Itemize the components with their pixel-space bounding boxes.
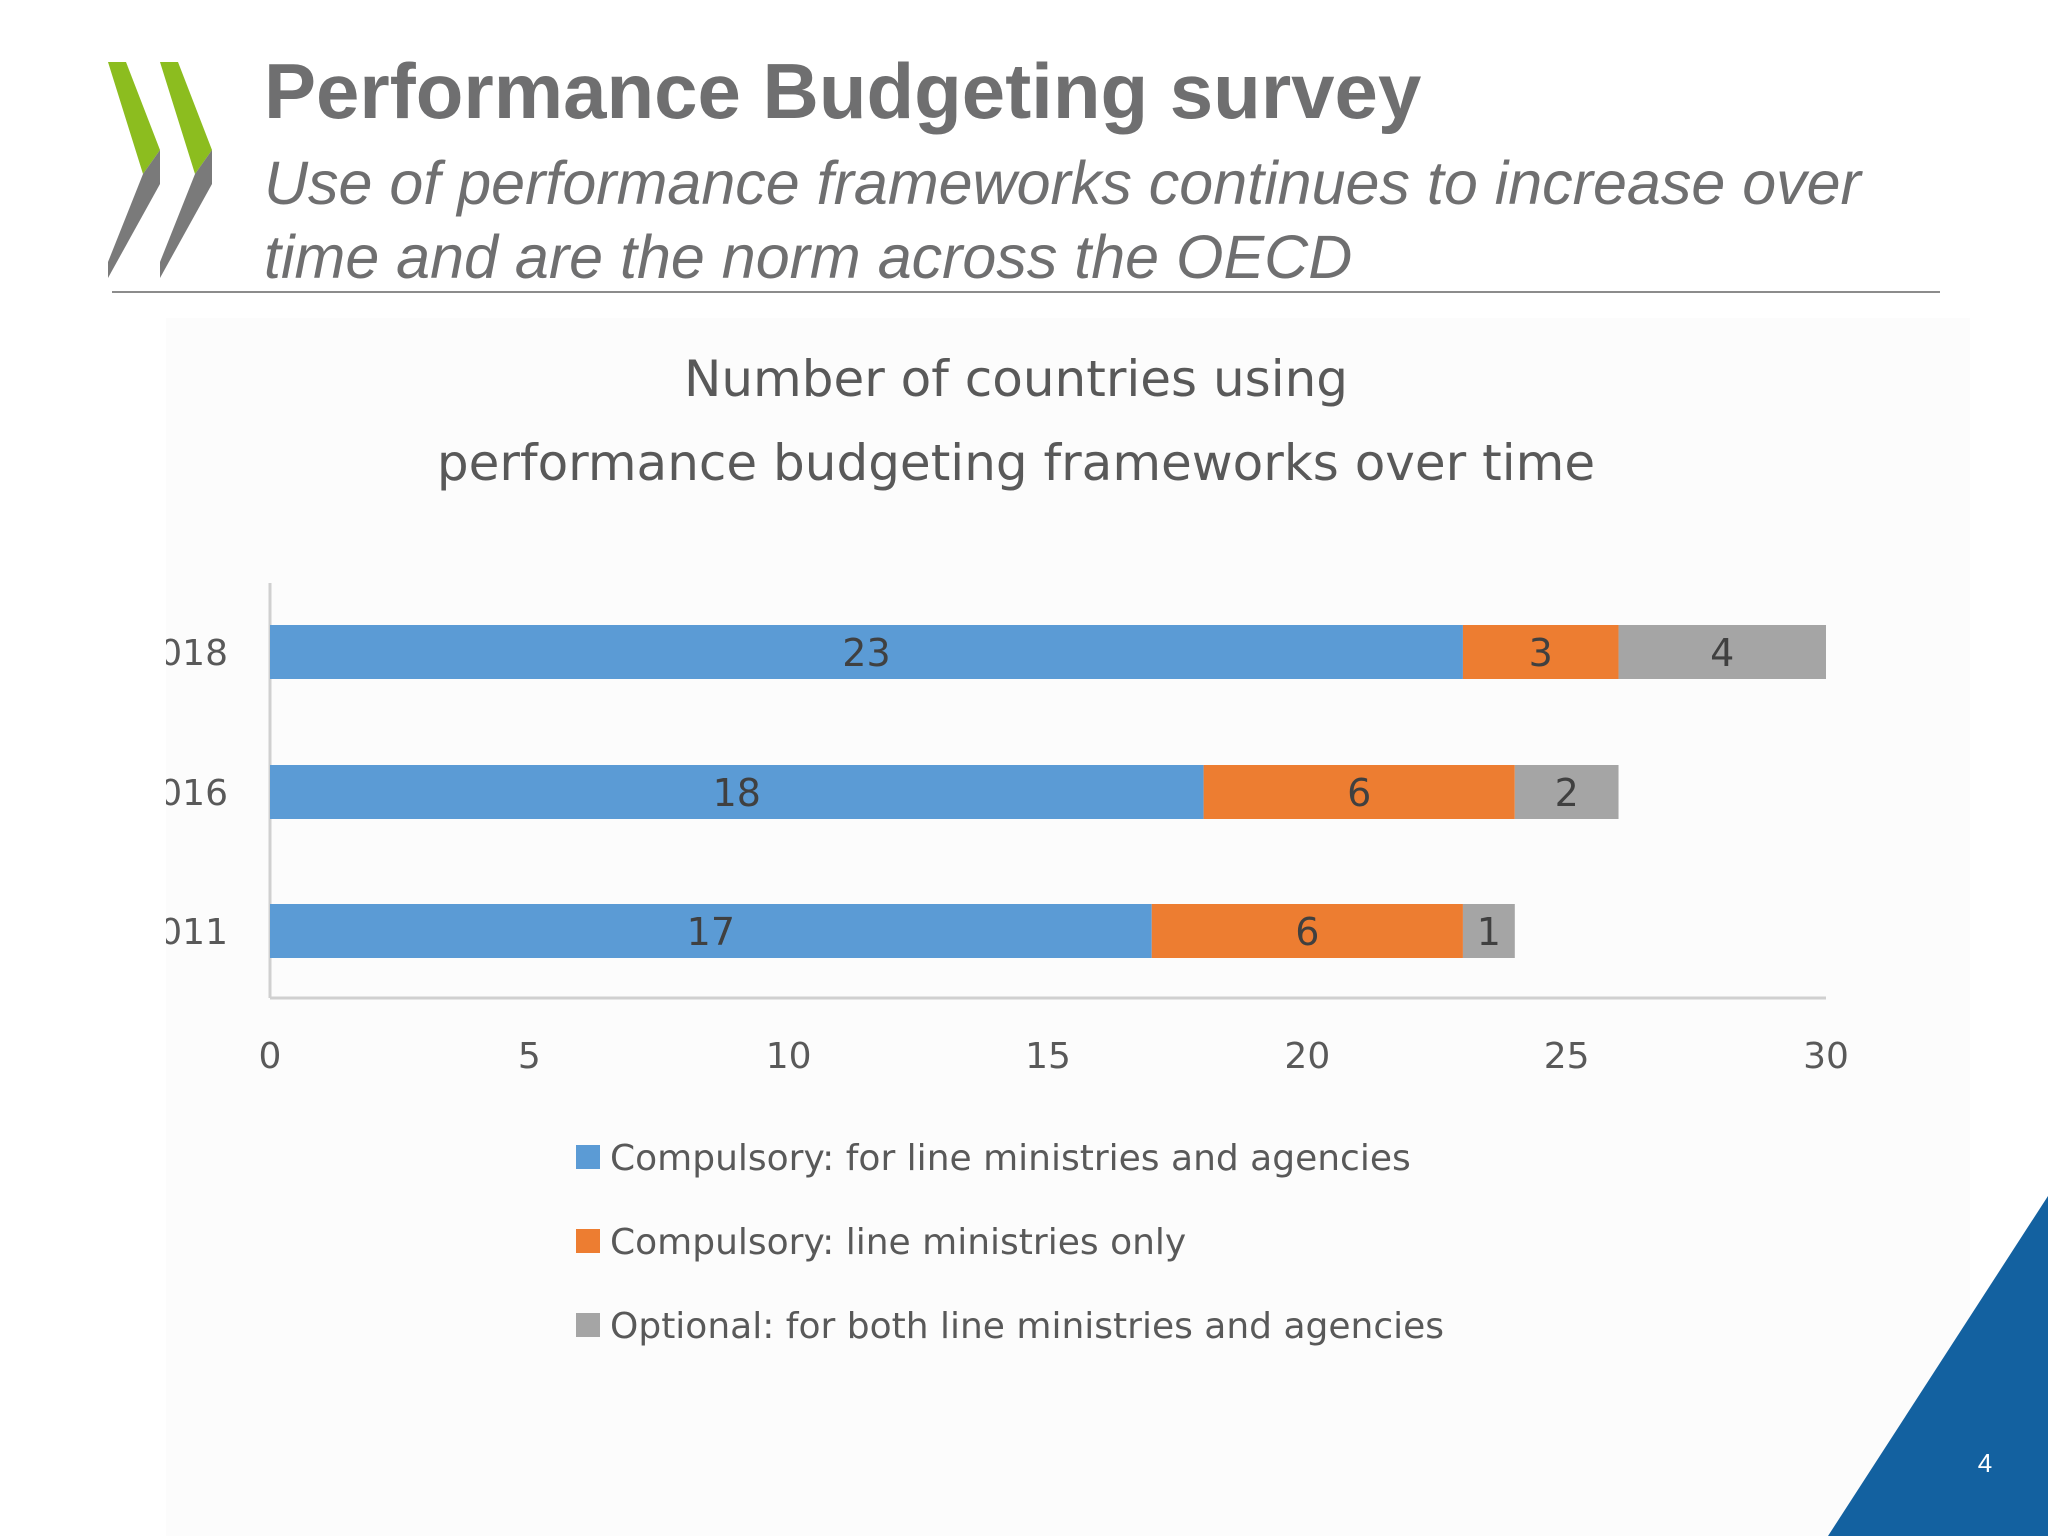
bar-segment (1151, 904, 1463, 958)
bar-segment (270, 765, 1204, 819)
bar-segment (1462, 904, 1515, 958)
bar-segment (270, 904, 1152, 958)
stacked-bar-chart: Number of countries using performance bud… (166, 350, 1849, 1347)
x-tick-label: 30 (1803, 1036, 1849, 1077)
bar-data-label: 3 (1529, 631, 1553, 675)
logo-chevron-green-left (108, 62, 160, 174)
slide-subtitle: Use of performance frameworks continues … (264, 149, 1861, 291)
corner-blue-triangle (1828, 1196, 2048, 1536)
bar-data-label: 6 (1347, 771, 1371, 815)
x-tick-label: 15 (1025, 1036, 1071, 1077)
logo-chevron-gray-right (160, 150, 212, 278)
bar-data-label: 2 (1555, 771, 1579, 815)
bar-segment (1618, 625, 1826, 679)
legend-label: Compulsory: for line ministries and agen… (610, 1138, 1411, 1179)
title-divider (112, 291, 1940, 293)
category-label: 2011 (166, 912, 228, 953)
x-tick-label: 5 (518, 1036, 541, 1077)
chart-area: Number of countries using performance bud… (166, 318, 1970, 1536)
x-tick-label: 10 (766, 1036, 812, 1077)
oecd-logo (108, 62, 212, 278)
slide-title: Performance Budgeting survey (264, 47, 1422, 135)
bar-data-label: 18 (713, 771, 761, 815)
x-tick-label: 25 (1544, 1036, 1590, 1077)
bar-segment (1514, 765, 1619, 819)
corner-triangle (1828, 1196, 2048, 1536)
bar-data-label: 4 (1710, 631, 1734, 675)
logo-chevron-gray-left (108, 150, 160, 278)
bar-data-label: 1 (1477, 910, 1501, 954)
bar-data-label: 6 (1295, 910, 1319, 954)
legend-swatch (576, 1313, 600, 1337)
page-number: 4 (1977, 1448, 1993, 1478)
legend-swatch (576, 1145, 600, 1169)
category-label: 2016 (166, 773, 228, 814)
x-tick-label: 20 (1284, 1036, 1330, 1077)
bar-data-label: 17 (687, 910, 735, 954)
legend-label: Compulsory: line ministries only (610, 1222, 1186, 1263)
legend-swatch (576, 1229, 600, 1253)
chart-title-line: performance budgeting frameworks over ti… (437, 434, 1595, 492)
bar-data-label: 23 (842, 631, 890, 675)
legend-label: Optional: for both line ministries and a… (610, 1306, 1444, 1347)
category-label: 2018 (166, 633, 228, 674)
x-tick-label: 0 (259, 1036, 282, 1077)
bar-segment (1462, 625, 1619, 679)
bar-segment (1203, 765, 1515, 819)
chart-title-line: Number of countries using (684, 350, 1348, 408)
logo-chevron-green-right (160, 62, 212, 174)
bar-segment (270, 625, 1463, 679)
